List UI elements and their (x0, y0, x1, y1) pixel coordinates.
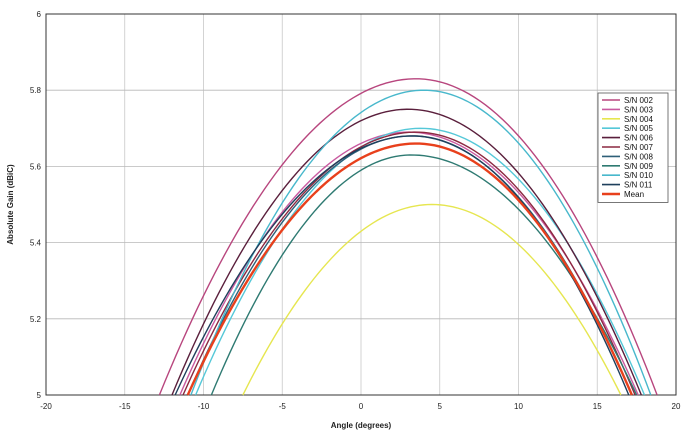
y-tick-label: 5.2 (30, 315, 42, 324)
series-line-s-n-011 (174, 135, 630, 396)
x-tick-label: -20 (40, 402, 52, 411)
x-tick-labels: -20 -15 -10 -5 0 5 10 15 20 (40, 402, 681, 411)
y-tick-label: 5.6 (30, 162, 42, 171)
x-tick-label: -10 (198, 402, 210, 411)
series-line-s-n-009 (210, 154, 638, 396)
y-tick-label: 5 (37, 391, 42, 400)
x-tick-label: 15 (593, 402, 602, 411)
legend-label: S/N 011 (624, 181, 653, 190)
legend-label: S/N 007 (624, 143, 653, 152)
x-axis-title: Angle (degrees) (331, 421, 392, 430)
legend-label: Mean (624, 190, 644, 199)
plot-area (45, 13, 677, 396)
grid (45, 13, 677, 396)
legend-label: S/N 004 (624, 115, 653, 124)
series-lines (158, 78, 658, 396)
legend-label: S/N 006 (624, 134, 653, 143)
series-line-s-n-007 (182, 131, 636, 396)
x-tick-label: 0 (359, 402, 364, 411)
legend-label: S/N 005 (624, 124, 653, 133)
x-tick-label: 5 (438, 402, 443, 411)
series-line-s-n-005 (194, 127, 646, 396)
legend-label: S/N 002 (624, 96, 653, 105)
y-tick-labels: 5 5.2 5.4 5.6 5.8 6 (30, 10, 42, 400)
y-tick-label: 5.4 (30, 239, 42, 248)
x-tick-label: -5 (279, 402, 287, 411)
series-line-mean (186, 142, 634, 396)
y-axis-title: Absolute Gain (dBiC) (6, 164, 15, 245)
x-tick-label: 20 (672, 402, 681, 411)
legend-label: S/N 009 (624, 162, 653, 171)
legend-label: S/N 010 (624, 171, 653, 180)
legend-label: S/N 008 (624, 152, 653, 161)
y-tick-label: 5.8 (30, 86, 42, 95)
series-line-s-n-010 (190, 89, 652, 396)
series-line-s-n-002 (158, 78, 658, 396)
legend-label: S/N 003 (624, 105, 653, 114)
y-tick-label: 6 (37, 10, 42, 19)
x-tick-label: 10 (514, 402, 523, 411)
series-line-s-n-004 (242, 203, 622, 396)
x-tick-label: -15 (119, 402, 131, 411)
series-line-s-n-006 (171, 108, 642, 396)
